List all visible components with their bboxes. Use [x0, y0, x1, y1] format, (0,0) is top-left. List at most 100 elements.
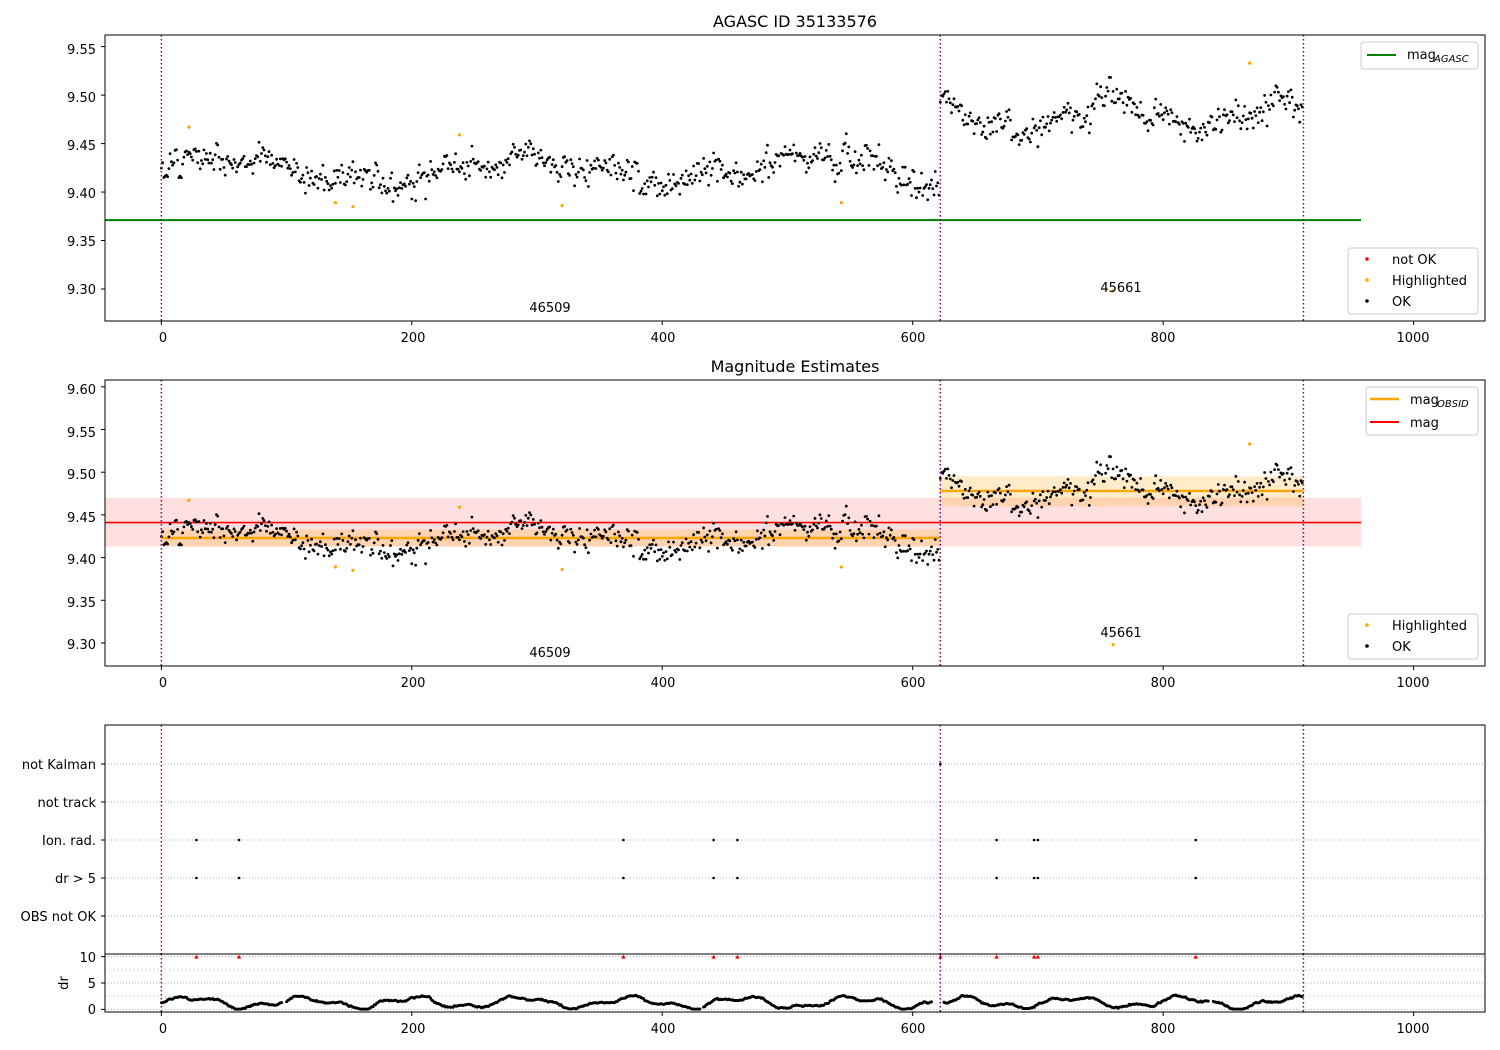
ok-point — [168, 522, 172, 526]
ok-point — [248, 528, 252, 532]
ok-point — [813, 146, 817, 150]
ok-point — [688, 178, 692, 182]
ok-point — [503, 171, 506, 174]
ok-point — [652, 170, 655, 174]
ok-point — [283, 157, 287, 161]
ok-point — [1151, 123, 1155, 127]
ok-point — [1240, 121, 1244, 124]
ok-point — [476, 160, 480, 164]
ok-point — [217, 525, 221, 529]
ok-point — [535, 531, 539, 535]
ok-point — [1036, 516, 1040, 519]
highlighted-point — [333, 565, 337, 569]
ok-point — [210, 161, 213, 165]
ok-point — [370, 548, 374, 551]
ok-point — [828, 154, 832, 158]
ok-point — [1272, 104, 1275, 108]
ok-point — [488, 170, 491, 174]
ok-point — [406, 541, 410, 545]
ok-point — [266, 155, 270, 159]
ok-point — [409, 180, 412, 183]
ok-point — [573, 550, 576, 554]
ok-point — [427, 179, 431, 183]
flag-point — [622, 876, 625, 880]
ok-point — [764, 151, 768, 155]
ok-point — [1288, 477, 1291, 481]
ok-point — [319, 540, 322, 544]
ok-point — [504, 528, 508, 531]
ok-point — [384, 555, 387, 558]
legend-label: Highlighted — [1392, 274, 1467, 289]
ok-point — [827, 514, 831, 517]
legend-point-types[interactable]: not OK Highlighted OK — [1347, 247, 1479, 315]
ok-point — [1214, 127, 1218, 131]
ok-point — [738, 180, 742, 184]
ok-point — [321, 163, 325, 167]
ok-point — [962, 123, 966, 127]
ok-point — [426, 541, 430, 544]
ok-point — [936, 548, 940, 551]
ok-point — [1122, 111, 1126, 114]
ok-point — [629, 544, 633, 547]
ok-point — [946, 467, 950, 471]
ok-point — [1259, 106, 1263, 109]
ok-point — [379, 549, 382, 553]
ok-point — [263, 524, 267, 527]
ok-point — [1089, 496, 1092, 499]
ok-point — [1295, 480, 1299, 483]
x-tick-label: 200 — [401, 1022, 426, 1037]
ok-point — [469, 160, 473, 163]
ok-point — [733, 171, 737, 175]
legend-mag-agasc[interactable]: mag AGASC — [1360, 41, 1479, 70]
ok-point — [1109, 76, 1112, 79]
highlighted-point — [351, 568, 355, 573]
ok-point — [818, 513, 822, 517]
ok-point — [933, 170, 937, 173]
ok-point — [737, 551, 740, 554]
ok-point — [205, 522, 208, 525]
ok-point — [1216, 483, 1220, 486]
ok-point — [918, 186, 922, 190]
ok-point — [647, 551, 650, 555]
ok-point — [548, 525, 551, 529]
dr-clipped-marker — [735, 954, 740, 959]
ok-point — [307, 184, 311, 187]
dr-panel: 0 5 10 dr 0 200 400 600 800 1000 — [57, 951, 1486, 1037]
ok-point — [1156, 487, 1160, 490]
ok-point — [888, 533, 892, 537]
ok-point — [729, 179, 733, 183]
ok-point — [1159, 103, 1163, 106]
ok-point — [690, 181, 694, 185]
flag-point — [622, 838, 625, 842]
ok-point — [327, 554, 331, 558]
ok-point — [844, 132, 848, 136]
ok-point — [813, 517, 817, 520]
ok-point — [1193, 500, 1196, 504]
ok-point — [831, 536, 834, 540]
ok-point — [1125, 103, 1129, 107]
ok-point — [892, 536, 896, 539]
ok-point — [405, 176, 409, 180]
ok-point — [431, 173, 435, 176]
ok-point — [704, 171, 708, 175]
ok-point — [857, 528, 861, 531]
ok-point — [883, 545, 887, 549]
ok-point — [458, 538, 461, 542]
legend-mag-estimates[interactable]: mag OBSID mag — [1365, 386, 1479, 436]
ok-point — [1055, 119, 1059, 123]
ok-point — [198, 167, 202, 171]
obsid-label: 46509 — [529, 301, 570, 316]
legend-point-types[interactable]: Highlighted OK — [1347, 613, 1479, 660]
ok-point — [1164, 482, 1168, 485]
ok-point — [867, 164, 871, 167]
ok-point — [341, 539, 345, 542]
ok-point — [823, 156, 827, 160]
ok-point — [361, 178, 365, 181]
ok-point — [519, 519, 523, 522]
ok-point — [612, 153, 615, 157]
ok-point — [635, 530, 639, 534]
ok-point — [207, 530, 211, 534]
ok-point — [290, 173, 293, 177]
ok-point — [1141, 113, 1145, 117]
ok-point — [1070, 131, 1074, 134]
